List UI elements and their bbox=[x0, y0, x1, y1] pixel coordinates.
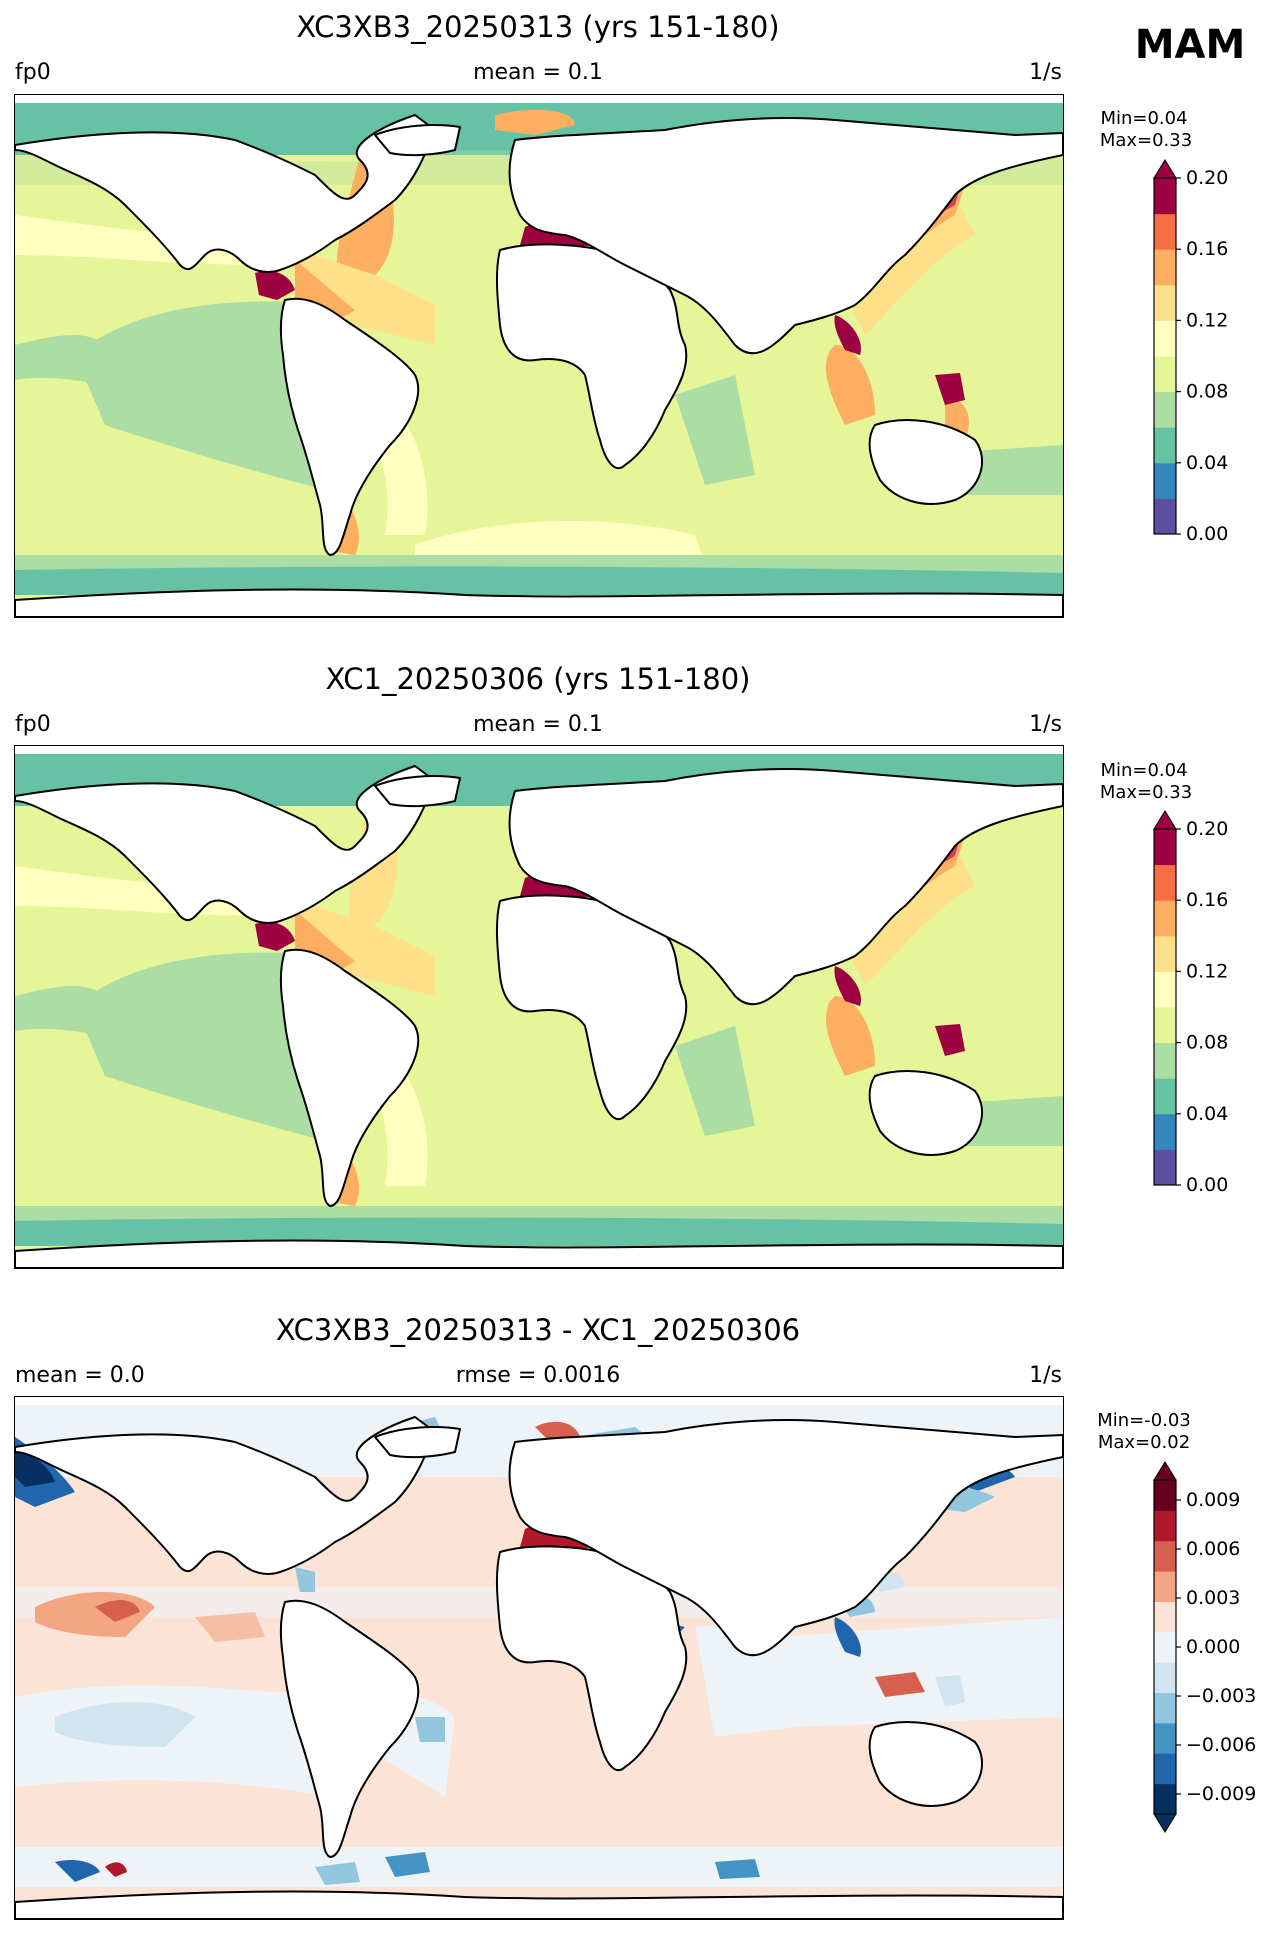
panel-2-units-label: 1/s bbox=[1029, 712, 1062, 737]
panel-2-min-label: Min=0.04 bbox=[1100, 760, 1188, 781]
colorbar-3-segment bbox=[1154, 1662, 1176, 1694]
colorbar-3-segment bbox=[1154, 1480, 1176, 1511]
panel-2-map bbox=[14, 745, 1064, 1269]
colorbar-3-tick-label: −0.009 bbox=[1186, 1783, 1256, 1805]
colorbar-3-arrow-bottom bbox=[1153, 1813, 1177, 1833]
colorbar-1-arrow-top bbox=[1153, 159, 1177, 179]
colorbar-1-tick-label: 0.08 bbox=[1186, 381, 1228, 403]
panel-1-max-label: Max=0.33 bbox=[1099, 130, 1193, 151]
colorbar-1-segment bbox=[1154, 356, 1176, 393]
colorbar-2-segment bbox=[1154, 900, 1176, 937]
colorbar-1-tick-label: 0.12 bbox=[1186, 309, 1228, 331]
colorbar-1-tick-label: 0.04 bbox=[1186, 452, 1228, 474]
colorbar-2-tick-label: 0.16 bbox=[1186, 889, 1228, 911]
panel-1-title: XC3XB3_20250313 (yrs 151-180) bbox=[296, 10, 780, 44]
colorbar-1-segment bbox=[1154, 391, 1176, 428]
panel-1-map bbox=[14, 94, 1064, 618]
colorbar-1-segment bbox=[1154, 284, 1176, 321]
panel-2-mean-label: mean = 0.1 bbox=[473, 712, 603, 737]
colorbar-2-tick-label: 0.04 bbox=[1186, 1103, 1228, 1125]
colorbar-3-arrow-top bbox=[1153, 1461, 1177, 1481]
colorbar-3-segment bbox=[1154, 1631, 1176, 1663]
colorbar-2-segment bbox=[1154, 1007, 1176, 1044]
colorbar-2-segment bbox=[1154, 971, 1176, 1008]
panel-3-rmse-label: rmse = 0.0016 bbox=[455, 1363, 621, 1388]
colorbar-1-tick-label: 0.00 bbox=[1186, 523, 1228, 545]
panel-1-mean-label: mean = 0.1 bbox=[473, 60, 603, 85]
colorbar-3-tick-label: −0.006 bbox=[1186, 1734, 1256, 1756]
colorbar-3-tick-label: 0.006 bbox=[1186, 1538, 1240, 1560]
colorbar-3-segment bbox=[1154, 1571, 1176, 1602]
colorbar-3-tick-label: 0.009 bbox=[1186, 1489, 1240, 1511]
colorbar-1-segment bbox=[1154, 462, 1176, 499]
panel-3-difference-map bbox=[14, 1396, 1064, 1920]
colorbar-2-tick-label: 0.12 bbox=[1186, 960, 1228, 982]
colorbar-3-segment bbox=[1154, 1753, 1176, 1785]
colorbar-3-segment bbox=[1154, 1510, 1176, 1542]
panel-1-units-label: 1/s bbox=[1029, 60, 1062, 85]
colorbar-3-segment bbox=[1154, 1783, 1176, 1815]
colorbar-1-segment bbox=[1154, 498, 1176, 535]
colorbar-1-segment bbox=[1154, 213, 1176, 250]
colorbar-2-tick-label: 0.00 bbox=[1186, 1174, 1228, 1196]
colorbar-2-segment bbox=[1154, 829, 1176, 866]
colorbar-2-arrow-top bbox=[1153, 810, 1177, 830]
panel-1-min-label: Min=0.04 bbox=[1100, 108, 1188, 129]
panel-2-variable-label: fp0 bbox=[15, 712, 51, 737]
colorbar-3-tick-label: 0.000 bbox=[1186, 1636, 1240, 1658]
panel-2-title: XC1_20250306 (yrs 151-180) bbox=[325, 662, 751, 696]
colorbar-2-segment bbox=[1154, 1113, 1176, 1150]
colorbar-2-segment bbox=[1154, 935, 1176, 972]
panel-2-max-label: Max=0.33 bbox=[1099, 782, 1193, 803]
colorbar-1-tick-label: 0.16 bbox=[1186, 238, 1228, 260]
colorbar-2-frame bbox=[1153, 828, 1177, 1186]
colorbar-3-tick-label: 0.003 bbox=[1186, 1587, 1240, 1609]
colorbar-1-segment bbox=[1154, 427, 1176, 464]
panel-3-min-label: Min=-0.03 bbox=[1097, 1410, 1191, 1431]
panel-3-max-label: Max=0.02 bbox=[1097, 1432, 1191, 1453]
panel-1-colorbar: 0.00 0.04 0.08 0.12 0.16 0.20 bbox=[1153, 159, 1274, 560]
colorbar-3-segment bbox=[1154, 1540, 1176, 1572]
panel-3-title: XC3XB3_20250313 - XC1_20250306 bbox=[275, 1313, 801, 1347]
season-label: MAM bbox=[1134, 22, 1246, 68]
colorbar-3-tick-label: −0.003 bbox=[1186, 1685, 1256, 1707]
colorbar-2-segment bbox=[1154, 1042, 1176, 1079]
colorbar-2-segment bbox=[1154, 864, 1176, 901]
colorbar-2-segment bbox=[1154, 1078, 1176, 1115]
panel-3-mean-label: mean = 0.0 bbox=[15, 1363, 145, 1388]
colorbar-3-segment bbox=[1154, 1692, 1176, 1724]
panel-3-colorbar: 0.009 0.006 0.003 0.000 −0.003 −0.006 −0.009 bbox=[1153, 1461, 1274, 1862]
colorbar-2-segment bbox=[1154, 1149, 1176, 1186]
colorbar-1-segment bbox=[1154, 320, 1176, 357]
colorbar-2-tick-label: 0.08 bbox=[1186, 1032, 1228, 1054]
panel-3-units-label: 1/s bbox=[1029, 1363, 1062, 1388]
colorbar-2-tick-label: 0.20 bbox=[1186, 818, 1228, 840]
colorbar-3-segment bbox=[1154, 1601, 1176, 1633]
panel-2-colorbar: 0.00 0.04 0.08 0.12 0.16 0.20 bbox=[1153, 810, 1274, 1211]
colorbar-1-segment bbox=[1154, 178, 1176, 215]
colorbar-1-frame bbox=[1153, 177, 1177, 535]
colorbar-1-segment bbox=[1154, 249, 1176, 286]
colorbar-1-tick-label: 0.20 bbox=[1186, 167, 1228, 189]
colorbar-3-segment bbox=[1154, 1722, 1176, 1754]
panel-1-variable-label: fp0 bbox=[15, 60, 51, 85]
